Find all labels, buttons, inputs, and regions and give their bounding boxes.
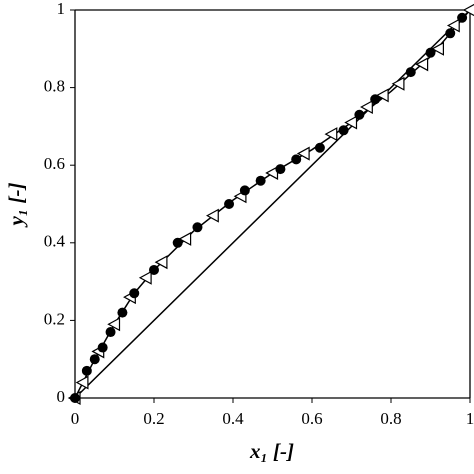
y-tick-label: 0.6 — [44, 154, 65, 173]
point — [107, 317, 121, 332]
point — [117, 307, 128, 318]
y-tick-label: 0.8 — [44, 77, 65, 96]
x-tick-label: 0.2 — [143, 409, 164, 428]
series-line — [74, 9, 471, 399]
x-tick-label: 1 — [466, 409, 474, 428]
point — [405, 67, 416, 78]
point — [239, 185, 250, 196]
point — [391, 76, 405, 91]
point — [255, 175, 266, 186]
point — [149, 264, 159, 275]
y-axis-label: y₁ [-] — [4, 183, 28, 229]
point — [425, 47, 436, 58]
point — [70, 393, 80, 403]
point — [431, 41, 444, 56]
point — [445, 28, 456, 39]
x-tick-label: 0.4 — [222, 409, 244, 428]
point — [154, 255, 168, 270]
point — [415, 57, 429, 72]
point — [105, 327, 116, 338]
y-tick-label: 0 — [57, 387, 66, 406]
x-tick-label: 0.8 — [380, 409, 401, 428]
point — [178, 231, 192, 246]
point — [354, 109, 365, 120]
point — [338, 125, 349, 136]
point — [89, 354, 100, 365]
point — [370, 94, 381, 105]
point — [192, 222, 203, 233]
point — [360, 99, 373, 115]
point — [224, 199, 235, 209]
point — [375, 88, 389, 103]
x-tick-label: 0 — [71, 409, 80, 428]
point — [205, 208, 219, 223]
point — [75, 375, 89, 390]
point — [457, 12, 468, 23]
x-axis-label: x₁ [-] — [249, 439, 294, 463]
point — [314, 142, 325, 153]
point — [344, 115, 358, 130]
point — [138, 270, 152, 285]
point — [97, 342, 108, 353]
point — [81, 365, 92, 376]
x-tick-label: 0.6 — [301, 409, 322, 428]
point — [296, 146, 310, 161]
point — [172, 237, 183, 248]
point — [324, 127, 338, 142]
point — [446, 18, 460, 33]
y-tick-label: 0.4 — [44, 232, 66, 251]
point — [462, 3, 474, 17]
y-tick-label: 1 — [57, 0, 66, 18]
point — [275, 164, 286, 175]
point — [291, 154, 302, 165]
point — [129, 288, 140, 299]
y-tick-label: 0.2 — [44, 309, 65, 328]
